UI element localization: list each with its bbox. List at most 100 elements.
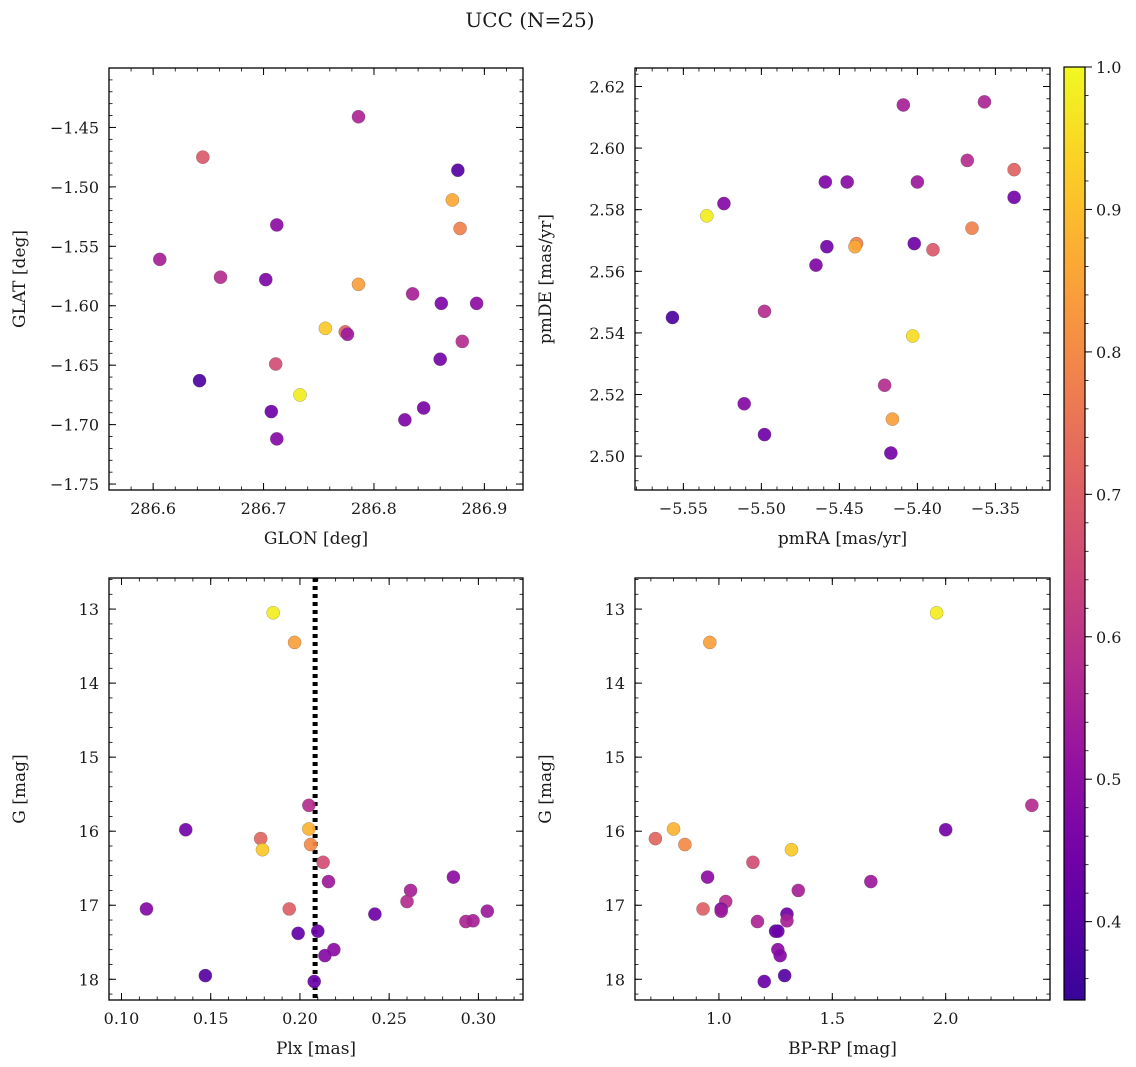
data-point (757, 304, 772, 319)
data-point (291, 926, 306, 941)
data-point (192, 373, 207, 388)
data-point (469, 296, 484, 311)
data-point (266, 605, 281, 620)
y-tick-label: −1.60 (50, 297, 99, 316)
data-point (139, 902, 154, 916)
data-point (466, 913, 480, 928)
data-point (666, 822, 681, 836)
data-point (255, 842, 270, 857)
data-point (258, 272, 273, 287)
x-tick-label: 0.15 (193, 1009, 229, 1028)
y-tick-label: 2.58 (589, 201, 625, 220)
data-point (750, 914, 765, 929)
x-tick-label: −5.40 (893, 499, 942, 518)
data-point (809, 258, 823, 272)
data-point (1025, 798, 1039, 813)
y-tick-label: 2.50 (589, 447, 625, 466)
data-point (351, 109, 366, 124)
x-tick-label: 286.9 (461, 499, 507, 518)
panels: 286.6 286.7 286.8 286.9 −1.45 −1.50 −1.55 −1.60… (10, 67, 1051, 1059)
x-tick-label: 0.30 (461, 1009, 497, 1028)
data-point (965, 221, 979, 236)
data-point (293, 388, 307, 402)
colorbar-tick-label: 0.5 (1096, 770, 1121, 789)
data-point (368, 907, 382, 921)
data-point (268, 357, 283, 371)
x-tick-label: 1.5 (820, 1009, 845, 1028)
data-point (700, 870, 715, 884)
y-tick-label: 13 (79, 600, 99, 619)
data-point (302, 822, 316, 836)
y-tick-label: 16 (605, 822, 625, 841)
data-point (702, 635, 717, 650)
x-tick-label: 286.7 (241, 499, 287, 518)
data-point (757, 427, 772, 442)
data-point (269, 432, 284, 446)
x-axis-label: BP-RP [mag] (788, 1039, 897, 1059)
panel-pmra-pmde: −5.55 −5.50 −5.45 −5.40 −5.35 2.50 2.52 2.54 2.5… (536, 67, 1051, 549)
data-point (784, 842, 799, 857)
x-tick-label: −5.55 (659, 499, 708, 518)
axes-frame (108, 67, 524, 491)
data-point (757, 974, 772, 989)
data-point (884, 446, 898, 460)
data-point (877, 378, 892, 393)
data-point (398, 413, 412, 427)
x-axis-label: GLON [deg] (264, 529, 368, 549)
data-point (1007, 162, 1021, 177)
data-point (926, 242, 940, 257)
figure-title: UCC (N=25) (465, 8, 594, 32)
data-point (198, 968, 213, 983)
data-point (780, 913, 794, 928)
data-point (863, 874, 878, 889)
panel-glon-glat: 286.6 286.7 286.8 286.9 −1.45 −1.50 −1.55 −1.60… (10, 67, 524, 549)
data-point (264, 404, 279, 419)
data-point (152, 252, 167, 267)
data-point (400, 894, 414, 909)
x-tick-label: 286.6 (130, 499, 176, 518)
y-tick-label: 2.62 (589, 77, 625, 96)
colorbar-tick-label: 1.0 (1096, 58, 1121, 77)
data-point (446, 870, 461, 884)
data-point (696, 902, 710, 916)
data-point (910, 175, 925, 189)
data-point (303, 837, 318, 852)
x-tick-label: 0.20 (282, 1009, 318, 1028)
y-tick-label: 2.56 (589, 262, 625, 281)
colorbar-tick-label: 0.8 (1096, 343, 1121, 362)
data-point (714, 904, 729, 919)
data-point (840, 175, 855, 189)
data-point (213, 270, 228, 285)
data-point (318, 948, 332, 963)
axes-frame (108, 577, 524, 1001)
data-point (453, 221, 467, 236)
data-point (818, 175, 833, 189)
y-tick-label: 18 (605, 970, 625, 989)
data-point (771, 924, 785, 938)
colorbar-gradient (1063, 66, 1086, 1001)
panel-bprp-g: 1.0 1.5 2.0 13 14 15 16 17 18 BP-RP [mag] G [mag] (536, 577, 1051, 1059)
y-tick-label: 15 (79, 748, 99, 767)
data-point (455, 334, 470, 349)
y-tick-label: 14 (605, 674, 625, 693)
y-tick-label: −1.75 (50, 475, 99, 494)
y-tick-label: 2.52 (589, 386, 625, 405)
x-axis-label: Plx [mas] (276, 1039, 356, 1059)
data-point (307, 974, 322, 989)
x-tick-label: 286.8 (351, 499, 397, 518)
data-point (977, 95, 992, 109)
data-point (699, 209, 714, 223)
data-point (791, 883, 806, 898)
data-point (773, 948, 787, 963)
data-point (302, 798, 316, 813)
colorbar-tick-label: 0.9 (1096, 200, 1121, 219)
colorbar-tick-label: 0.6 (1096, 628, 1121, 647)
data-point (960, 153, 975, 168)
y-axis-label: GLAT [deg] (10, 230, 30, 328)
y-tick-label: 18 (79, 970, 99, 989)
data-point (287, 635, 302, 650)
data-point (820, 239, 834, 254)
y-tick-label: −1.70 (50, 416, 99, 435)
y-tick-label: 17 (79, 896, 99, 915)
